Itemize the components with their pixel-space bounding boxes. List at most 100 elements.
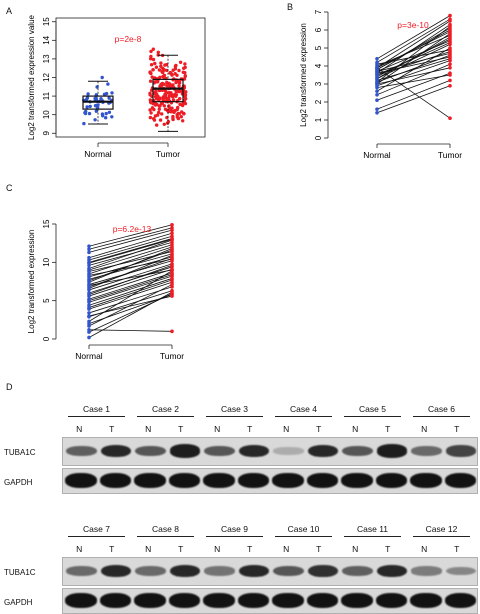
data-point bbox=[181, 111, 186, 116]
normal-point bbox=[87, 321, 91, 326]
pair-line bbox=[88, 275, 173, 303]
normal-point bbox=[375, 93, 379, 97]
data-point bbox=[107, 96, 111, 100]
pair-line bbox=[88, 232, 173, 259]
lane-n-label: N bbox=[214, 424, 221, 434]
tumor-point bbox=[170, 253, 174, 258]
data-point bbox=[149, 54, 153, 59]
data-point bbox=[168, 71, 172, 75]
normal-point bbox=[375, 85, 379, 90]
data-point bbox=[167, 91, 171, 95]
lane-n-label: N bbox=[352, 544, 359, 554]
lane-t-label: T bbox=[178, 424, 184, 434]
data-point bbox=[178, 60, 183, 64]
data-point bbox=[83, 111, 87, 115]
y-tick-label: 2 bbox=[314, 99, 323, 104]
x-tick-label: Normal bbox=[363, 150, 391, 160]
tumor-point bbox=[448, 13, 452, 18]
y-tick-label: 7 bbox=[314, 9, 323, 14]
lane-t-label: T bbox=[316, 424, 322, 434]
case-label: Case 3 bbox=[221, 404, 248, 414]
normal-point bbox=[87, 292, 91, 297]
data-point bbox=[150, 75, 154, 79]
pair-line bbox=[376, 58, 451, 81]
gapdh-band bbox=[375, 473, 407, 488]
y-tick-label: 1 bbox=[314, 117, 323, 122]
case-underline bbox=[344, 536, 401, 537]
normal-point bbox=[87, 311, 91, 315]
tuba1c-band bbox=[376, 564, 407, 578]
tuba1c-band bbox=[376, 444, 407, 458]
gapdh-band bbox=[203, 593, 235, 608]
normal-point bbox=[375, 66, 379, 70]
control-label: GAPDH bbox=[4, 598, 33, 607]
gapdh-band bbox=[203, 473, 235, 488]
tumor-point bbox=[448, 31, 452, 36]
data-point bbox=[181, 119, 185, 123]
pair-line bbox=[88, 269, 173, 286]
data-point bbox=[182, 94, 187, 98]
tuba1c-band bbox=[169, 444, 200, 458]
data-point bbox=[104, 91, 109, 96]
case-label: Case 1 bbox=[83, 404, 110, 414]
gapdh-band bbox=[341, 593, 373, 608]
data-point bbox=[157, 107, 161, 111]
normal-point bbox=[87, 247, 91, 252]
data-point bbox=[169, 110, 173, 114]
tumor-point bbox=[448, 28, 452, 32]
y-tick-label: 5 bbox=[314, 45, 323, 50]
data-point bbox=[172, 110, 176, 115]
p-value-label: p=3e-10 bbox=[397, 20, 429, 30]
normal-point bbox=[87, 335, 91, 340]
normal-point bbox=[87, 278, 91, 283]
tuba1c-band bbox=[273, 447, 304, 455]
pair-line bbox=[88, 239, 173, 269]
pair-line bbox=[376, 74, 451, 88]
data-point bbox=[110, 115, 114, 119]
tuba1c-band bbox=[238, 444, 269, 458]
pair-line bbox=[88, 274, 173, 302]
data-point bbox=[86, 92, 90, 96]
data-point bbox=[173, 72, 177, 76]
y-tick-label: 15 bbox=[42, 17, 51, 26]
tumor-point bbox=[170, 257, 174, 262]
y-tick-label: 3 bbox=[314, 81, 323, 86]
p-value-label: p=6.2e-13 bbox=[113, 224, 152, 234]
tumor-point bbox=[448, 19, 452, 23]
data-point bbox=[166, 83, 171, 87]
tumor-point bbox=[170, 242, 174, 247]
gapdh-band bbox=[65, 593, 97, 608]
case-label: Case 11 bbox=[356, 524, 389, 534]
pair-line bbox=[376, 20, 451, 69]
data-point bbox=[153, 103, 158, 107]
x-tick-label: Tumor bbox=[160, 351, 184, 361]
data-point bbox=[159, 61, 163, 65]
normal-point bbox=[87, 261, 91, 265]
case-label: Case 2 bbox=[152, 404, 179, 414]
tuba1c-band bbox=[66, 445, 97, 457]
lane-n-label: N bbox=[145, 424, 152, 434]
tuba1c-blot bbox=[62, 437, 478, 466]
pair-line bbox=[376, 29, 451, 70]
tumor-point bbox=[170, 226, 174, 230]
tumor-point bbox=[170, 248, 174, 252]
data-point bbox=[170, 106, 174, 110]
normal-point bbox=[87, 258, 91, 262]
data-point bbox=[85, 96, 90, 100]
tumor-point bbox=[448, 35, 452, 39]
data-point bbox=[159, 64, 163, 69]
pair-line bbox=[376, 40, 451, 72]
pair-line bbox=[88, 238, 173, 264]
chart-a-boxplot: 9 10 11 12 13 14 15 Log2 transformed expression… bbox=[27, 14, 206, 159]
data-point bbox=[183, 65, 187, 70]
data-point bbox=[94, 96, 98, 100]
y-tick-label: 5 bbox=[42, 298, 51, 303]
pair-line bbox=[88, 249, 173, 282]
case-label: Case 7 bbox=[83, 524, 110, 534]
data-point bbox=[148, 79, 153, 83]
case-underline bbox=[275, 416, 332, 417]
data-point bbox=[160, 101, 164, 105]
lane-n-label: N bbox=[283, 424, 290, 434]
data-point bbox=[169, 93, 174, 97]
case-underline bbox=[413, 416, 470, 417]
